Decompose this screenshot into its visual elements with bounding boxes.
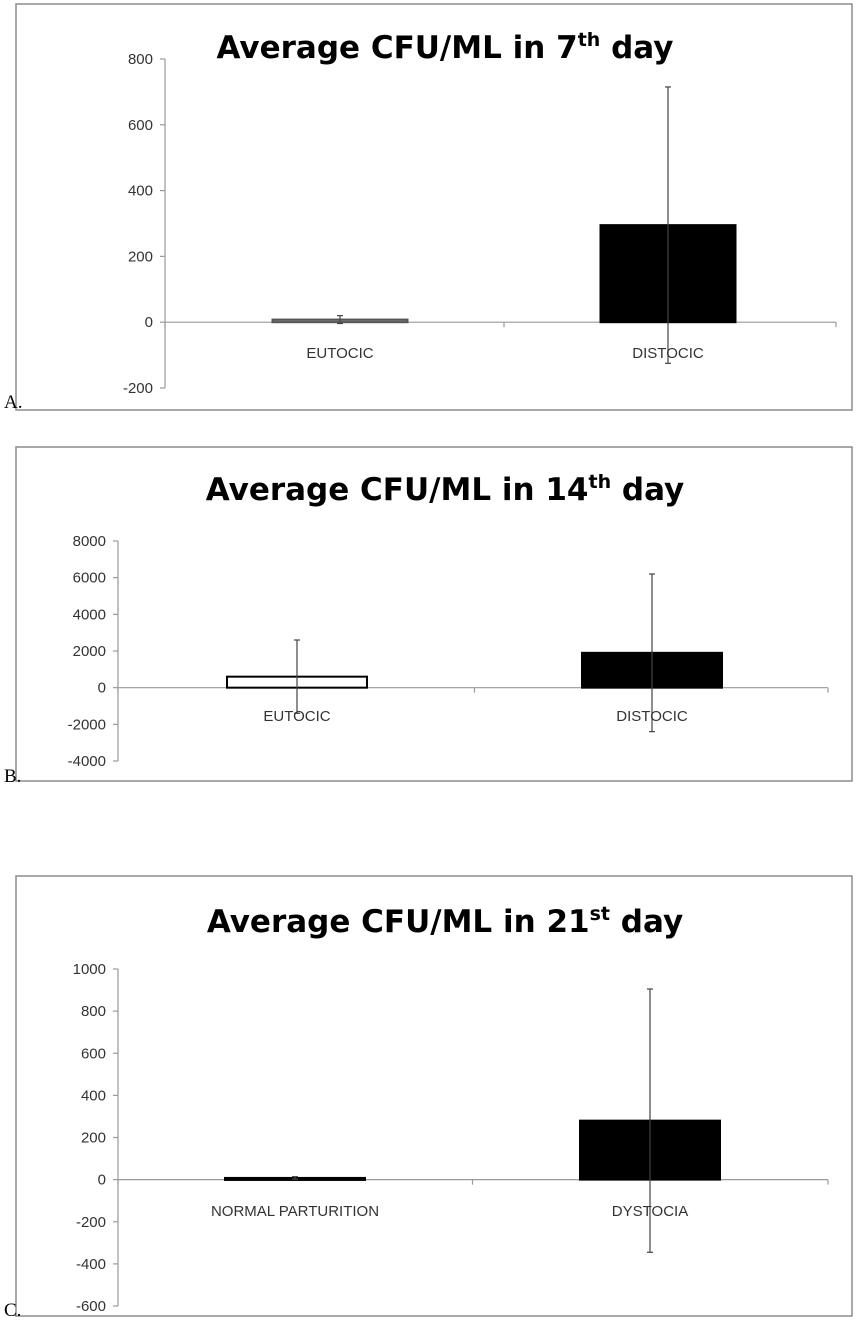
chart-title-tail-c: day [610,904,683,940]
chart-panel-b: Average CFU/ML in 14th day -4000 -2000 0 200… [15,446,853,782]
y-tick-label-a: 0 [145,314,153,331]
chart-title-c: Average CFU/ML in 21st day [207,903,683,940]
category-label-c-2: DYSTOCIA [612,1203,688,1220]
y-tick-label-c: -600 [76,1298,106,1315]
chart-title-sup-a: th [578,29,601,51]
y-tick-label-c: 200 [81,1130,106,1147]
category-label-a-1: EUTOCIC [306,345,373,362]
y-tick-label-a: -200 [123,380,153,397]
y-tick-label-c: 600 [81,1045,106,1062]
chart-frame-b [15,446,853,782]
chart-frame-a [15,3,853,411]
chart-title-sup-b: th [589,471,612,493]
y-tick-label-b: 0 [98,680,106,697]
y-tick-label-c: 1000 [73,961,106,978]
category-label-b-2: DISTOCIC [616,708,688,725]
category-label-a-2: DISTOCIC [632,345,704,362]
y-tick-label-c: 800 [81,1003,106,1020]
panel-label-a: A. [4,392,23,413]
category-label-c-1: NORMAL PARTURITION [211,1203,379,1220]
y-tick-label-b: 8000 [73,533,106,550]
y-tick-label-b: 4000 [73,606,106,623]
y-tick-label-c: -400 [76,1256,106,1273]
y-tick-label-c: 400 [81,1087,106,1104]
chart-title-main-c: Average CFU/ML in 21 [207,904,590,940]
chart-a: Average CFU/ML in 7th day -200 0 200 400 600 8… [15,3,853,411]
y-tick-label-c: 0 [98,1172,106,1189]
category-label-b-1: EUTOCIC [263,708,330,725]
chart-title-main-b: Average CFU/ML in 14 [206,472,589,508]
chart-title-b: Average CFU/ML in 14th day [206,471,685,508]
panel-label-c: C. [4,1300,22,1321]
chart-panel-a: Average CFU/ML in 7th day -200 0 200 400 600 8… [0,0,856,415]
y-tick-label-b: 6000 [73,570,106,587]
y-tick-label-a: 800 [128,51,153,68]
chart-frame-c [15,875,853,1317]
y-tick-label-c: -200 [76,1214,106,1231]
chart-title-tail-a: day [600,30,673,66]
chart-title-tail-b: day [611,472,684,508]
y-tick-label-b: -2000 [68,716,106,733]
y-tick-label-a: 200 [128,248,153,265]
y-tick-label-b: -4000 [68,753,106,770]
y-tick-label-b: 2000 [73,643,106,660]
chart-title-a: Average CFU/ML in 7th day [217,29,674,66]
chart-b: Average CFU/ML in 14th day -4000 -2000 0 200… [15,446,853,782]
chart-title-sup-c: st [590,903,610,925]
panel-label-b: B. [4,766,22,787]
y-tick-label-a: 600 [128,117,153,134]
chart-title-main-a: Average CFU/ML in 7 [217,30,578,66]
y-tick-label-a: 400 [128,183,153,200]
